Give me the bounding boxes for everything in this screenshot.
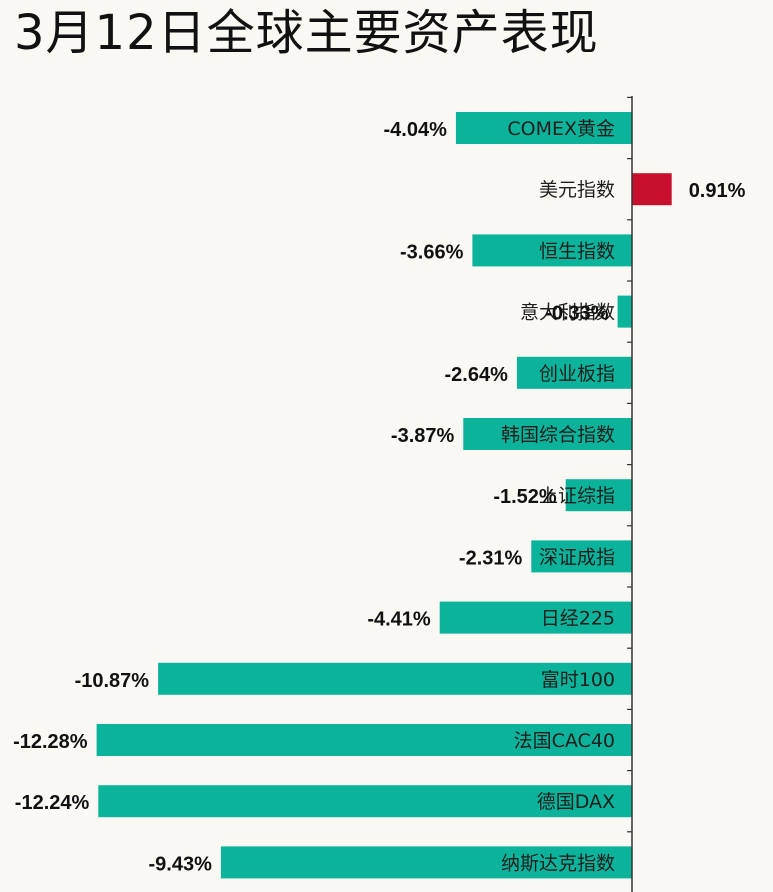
bar [632,173,672,206]
bar [472,234,632,267]
category-label: 富时100 [541,669,615,691]
bar [439,601,632,634]
chart-title: 3月12日全球主要资产表现 [14,5,599,61]
value-label: -1.52% [493,486,557,508]
category-label: 意大利指数 [520,302,615,324]
category-label: 上证综指 [539,485,615,507]
bar [565,479,632,512]
value-label: -0.33% [545,303,609,325]
bar [158,662,632,695]
value-label: -3.87% [391,425,455,447]
category-label: 美元指数 [539,179,615,201]
category-label: 德国DAX [537,791,615,813]
bar [455,112,632,144]
bar [220,846,632,879]
category-label: 创业板指 [539,363,615,385]
category-label: COMEX黄金 [507,118,615,140]
value-label: -10.87% [75,670,150,692]
category-label: 恒生指数 [539,240,615,262]
value-label: -12.28% [13,731,88,753]
value-label: -12.24% [15,792,90,814]
value-label: -3.66% [400,241,464,263]
value-label: -2.31% [459,547,523,569]
value-label: -4.41% [367,609,431,631]
bar [96,724,633,756]
category-label: 韩国综合指数 [501,424,615,446]
bar [516,356,632,389]
bar [531,540,632,573]
bar [98,785,633,818]
value-label: -9.43% [149,853,213,875]
category-label: 日经225 [541,608,615,630]
bar [617,295,632,328]
category-label: 深证成指 [539,546,615,568]
value-label: 0.91% [689,180,746,202]
category-label: 法国CAC40 [514,730,615,752]
bar [463,418,632,450]
value-label: -2.64% [445,364,509,386]
category-label: 纳斯达克指数 [501,852,615,874]
value-label: -4.04% [384,119,448,141]
